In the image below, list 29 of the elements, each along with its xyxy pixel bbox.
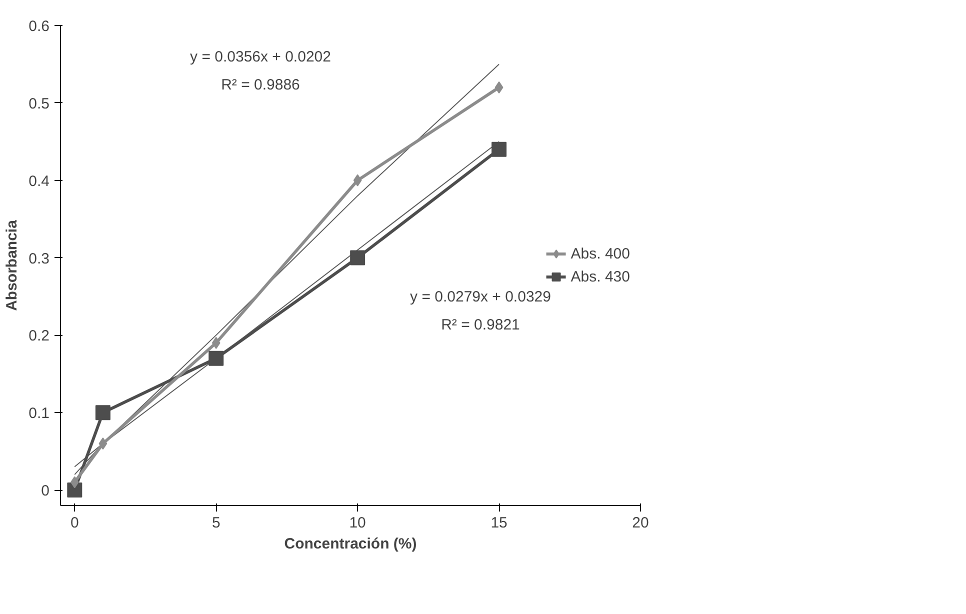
point xyxy=(70,476,79,488)
y-tick-label: 0.4 xyxy=(28,172,50,190)
annotation: R² = 0.9821 xyxy=(441,316,520,334)
annotation: y = 0.0356x + 0.0202 xyxy=(190,48,331,66)
y-tick-label: 0.3 xyxy=(28,250,50,268)
legend-label: Abs. 430 xyxy=(570,268,630,285)
point xyxy=(98,438,108,450)
x-tick-label: 5 xyxy=(212,514,220,532)
legend-label: Abs. 400 xyxy=(570,245,630,262)
point xyxy=(353,174,362,186)
x-tick-label: 15 xyxy=(490,514,508,532)
y-tick-label: 0.2 xyxy=(28,328,50,345)
y-axis-title: Absorbancia xyxy=(4,219,21,311)
point xyxy=(95,405,110,420)
point xyxy=(494,81,504,94)
y-tick-label: 0.5 xyxy=(28,95,50,112)
x-tick-label: 10 xyxy=(349,514,366,532)
y-tick-label: 0.1 xyxy=(28,405,50,422)
y-tick-label: 0 xyxy=(41,482,50,500)
point xyxy=(350,250,366,266)
point xyxy=(492,142,507,157)
x-tick-label: 0 xyxy=(70,514,79,532)
y-tick-label: 0.6 xyxy=(28,18,50,35)
annotation: R² = 0.9886 xyxy=(221,76,300,94)
annotation: y = 0.0279x + 0.0329 xyxy=(410,288,551,306)
x-tick-label: 20 xyxy=(632,514,649,532)
point xyxy=(208,350,224,366)
x-axis-title: Concentración (%) xyxy=(284,536,417,552)
point xyxy=(212,336,220,349)
